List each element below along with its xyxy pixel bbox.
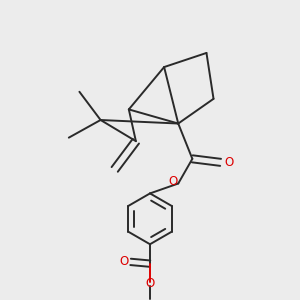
Text: O: O xyxy=(146,277,154,290)
Text: O: O xyxy=(225,156,234,169)
Text: O: O xyxy=(119,255,128,268)
Text: O: O xyxy=(168,175,178,188)
